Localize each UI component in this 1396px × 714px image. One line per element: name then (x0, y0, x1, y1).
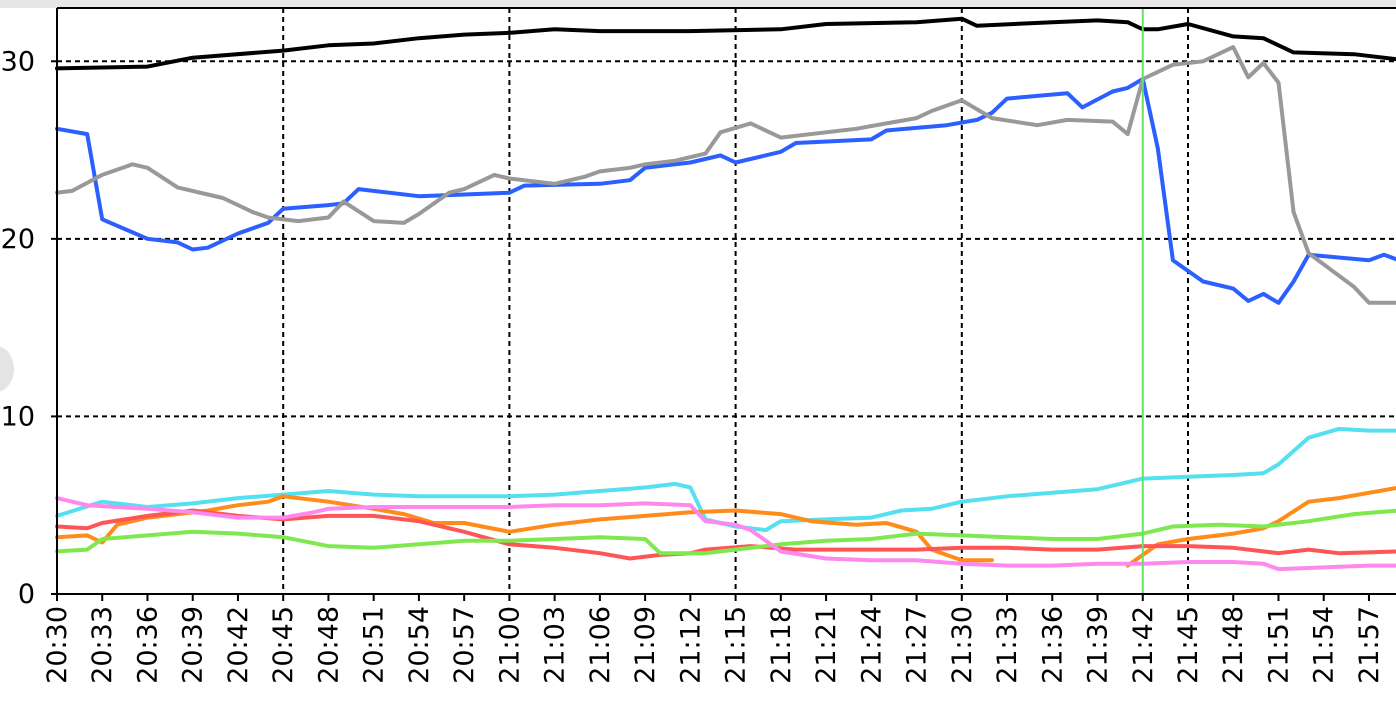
axes (51, 7, 1396, 601)
x-tick-label-2039: 20:39 (178, 606, 209, 684)
x-tick-label-2130: 21:30 (947, 606, 978, 684)
x-tick-label-2112: 21:12 (675, 606, 706, 684)
x-tick-label-2157: 21:57 (1354, 606, 1385, 684)
x-tick-label-2148: 21:48 (1218, 606, 1249, 684)
grid-lines (57, 8, 1396, 594)
x-tick-label-2106: 21:06 (585, 606, 616, 684)
top-edge (0, 0, 1396, 8)
x-tick-label-2127: 21:27 (902, 606, 933, 684)
x-tick-label-2036: 20:36 (133, 606, 164, 684)
series-line-4 (55, 426, 1396, 533)
x-tick-label-2118: 21:18 (766, 606, 797, 684)
x-tick-labels: 20:30 20:33 20:36 20:39 20:42 20:45 20:48 20:51… (42, 606, 1385, 684)
x-tick-label-2030: 20:30 (42, 606, 73, 684)
x-tick-label-2145: 21:45 (1173, 606, 1204, 684)
x-tick-label-2115: 21:15 (721, 606, 752, 684)
x-tick-label-2033: 20:33 (87, 606, 118, 684)
y-tick-labels: 0 10 20 30 (1, 46, 35, 610)
y-tick-label-10: 10 (1, 401, 35, 432)
series-line-3 (55, 45, 1396, 305)
y-tick-label-30: 30 (1, 46, 35, 77)
x-tick-label-2048: 20:48 (313, 606, 344, 684)
scroll-handle[interactable] (0, 346, 14, 392)
y-tick-label-0: 0 (18, 579, 35, 610)
x-tick-label-2121: 21:21 (811, 606, 842, 684)
series-line-2 (55, 77, 1396, 305)
x-tick-label-2139: 21:39 (1083, 606, 1114, 684)
y-tick-label-20: 20 (1, 224, 35, 255)
x-tick-label-2133: 21:33 (992, 606, 1023, 684)
series-lines (55, 16, 1396, 572)
x-tick-label-2054: 20:54 (404, 606, 435, 684)
x-tick-label-2042: 20:42 (223, 606, 254, 684)
x-tick-label-2136: 21:36 (1037, 606, 1068, 684)
series-line-9 (55, 496, 1396, 572)
x-tick-label-2057: 20:57 (449, 606, 480, 684)
x-tick-label-2051: 20:51 (359, 606, 390, 684)
x-tick-label-2100: 21:00 (494, 606, 525, 684)
x-tick-label-2142: 21:42 (1128, 606, 1159, 684)
series-line-8 (55, 508, 1396, 556)
x-tick-label-2154: 21:54 (1309, 606, 1340, 684)
x-tick-label-2103: 21:03 (540, 606, 571, 684)
x-tick-label-2151: 21:51 (1264, 606, 1295, 684)
x-tick-label-2109: 21:09 (630, 606, 661, 684)
x-tick-label-2045: 20:45 (268, 606, 299, 684)
series-line-1 (55, 16, 1396, 71)
x-tick-label-2124: 21:24 (856, 606, 887, 684)
